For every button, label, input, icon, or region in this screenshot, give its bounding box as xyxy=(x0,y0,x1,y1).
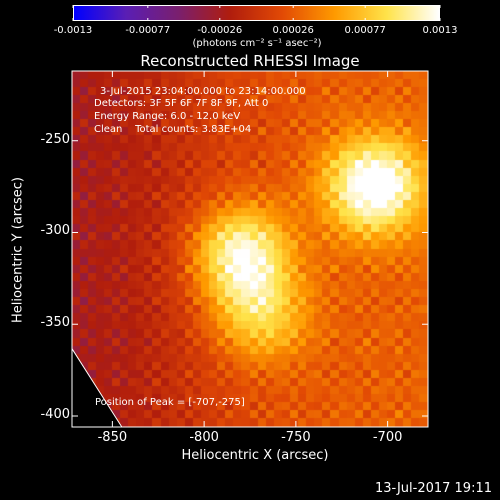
y-tick-label: -250 xyxy=(40,131,70,147)
colorbar-tick-label: -0.00077 xyxy=(125,25,171,36)
energy-annotation: Energy Range: 6.0 - 12.0 keV xyxy=(94,111,241,122)
colorbar xyxy=(73,5,440,21)
peak-position-annotation: Position of Peak = [-707,-275] xyxy=(95,397,245,408)
colorbar-tick-label: 0.00077 xyxy=(344,25,386,36)
heatmap-image xyxy=(72,71,428,427)
y-tick-label: -350 xyxy=(40,315,70,331)
y-tick-label: -300 xyxy=(40,223,70,239)
x-tick-label: -850 xyxy=(97,430,128,445)
y-tick-label: -400 xyxy=(40,406,70,422)
plot-frame xyxy=(71,70,429,428)
colorbar-ticks xyxy=(72,5,441,21)
timestamp: 13-Jul-2017 19:11 xyxy=(374,481,492,496)
colorbar-unit-label: (photons cm⁻² s⁻¹ asec⁻²) xyxy=(192,38,322,49)
time-range-annotation: 3-Jul-2015 23:04:00.000 to 23:14:00.000 xyxy=(100,86,306,97)
colorbar-tick-label: -0.0013 xyxy=(53,25,93,36)
clean-annotation: Clean Total counts: 3.83E+04 xyxy=(94,124,252,135)
colorbar-tick-label: 0.00026 xyxy=(272,25,314,36)
solar-limb-line xyxy=(71,348,123,428)
x-tick-label: -750 xyxy=(281,430,311,445)
x-axis-label: Heliocentric X (arcsec) xyxy=(181,448,329,463)
y-axis-label: Heliocentric Y (arcsec) xyxy=(10,177,26,323)
colorbar-tick-label: 0.0013 xyxy=(422,25,458,36)
x-tick-label: -800 xyxy=(189,430,219,445)
chart-title: Reconstructed RHESSI Image xyxy=(140,52,360,70)
colorbar-tick-label: -0.00026 xyxy=(197,25,243,36)
detectors-annotation: Detectors: 3F 5F 6F 7F 8F 9F, Att 0 xyxy=(94,98,269,109)
x-tick-label: -700 xyxy=(372,430,403,445)
